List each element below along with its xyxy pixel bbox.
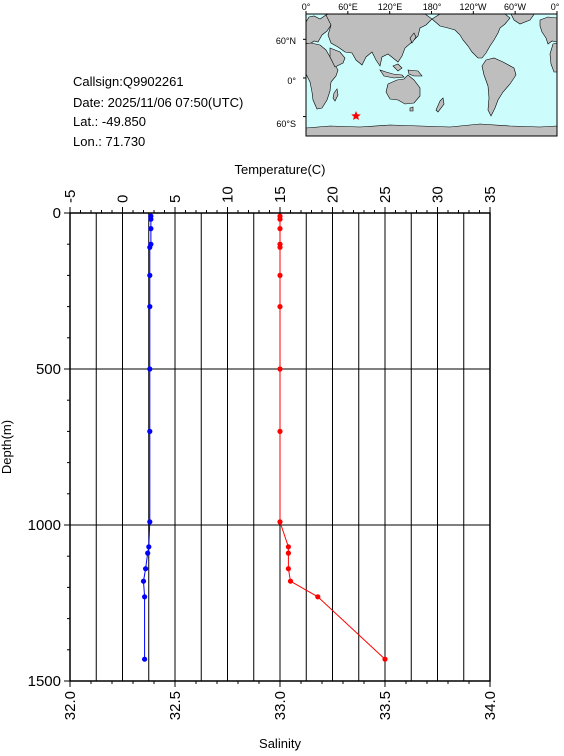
temperature-tick-label: 20 (325, 186, 342, 203)
map-lon-label: 60°W (504, 2, 527, 12)
float-info: Callsign:Q9902261 Date: 2025/11/06 07:50… (73, 74, 243, 149)
plot-frame (69, 212, 491, 682)
salinity-data-point (287, 578, 294, 584)
temperature-data-point (142, 594, 148, 600)
salinity-tick-labels: 32.0 32.5 33.0 33.5 34.0 (62, 691, 499, 720)
map-lon-label: 0° (551, 2, 560, 12)
temperature-data-point (148, 216, 154, 222)
map-lon-label: 0° (302, 2, 311, 12)
salinity-tick-label: 32.5 (167, 691, 184, 720)
salinity-data-point (277, 519, 283, 525)
temperature-data-point (147, 366, 153, 372)
temperature-data-point (140, 578, 147, 584)
temperature-tick-label: 30 (430, 186, 447, 203)
map-lon-label: 180° (423, 2, 442, 12)
temperature-data-point (146, 544, 152, 550)
temperature-tick-label: 15 (272, 186, 289, 203)
map-lat-label: 60°S (276, 119, 296, 129)
map-lon-label: 60°E (338, 2, 358, 12)
lat-text: Lat.: -49.850 (73, 114, 146, 129)
temperature-data-point (148, 226, 154, 232)
date-text: Date: 2025/11/06 07:50(UTC) (73, 95, 243, 110)
temperature-data-point (147, 519, 153, 525)
salinity-data-point (315, 594, 321, 600)
map-lon-label: 120°E (378, 2, 403, 12)
temperature-tick-label: 10 (220, 186, 237, 203)
float-position-star-icon (351, 111, 361, 120)
salinity-data-point (277, 244, 283, 250)
salinity-axis-label: Salinity (259, 736, 301, 751)
chart-ticks (64, 207, 491, 687)
temperature-data-point (147, 428, 153, 434)
depth-tick-label: 500 (36, 361, 61, 378)
temperature-data-point (145, 550, 151, 556)
map-lat-labels: 60°N 0° 60°S (276, 36, 297, 129)
salinity-data-point (277, 226, 283, 232)
salinity-data-point (277, 304, 283, 310)
profile-chart: -5 0 5 10 15 20 25 30 35 Temperature(C) 32.0 32.5… (0, 162, 499, 751)
salinity-data-point (285, 544, 291, 550)
temperature-data-point (142, 656, 148, 662)
temperature-tick-label: 35 (482, 186, 499, 203)
temperature-data-point (147, 272, 153, 278)
salinity-data-point (277, 428, 283, 434)
temperature-tick-label: 5 (167, 195, 184, 203)
salinity-data-point (285, 566, 291, 572)
depth-tick-label: 0 (53, 205, 61, 222)
salinity-tick-label: 33.0 (272, 691, 289, 720)
temperature-tick-labels: -5 0 5 10 15 20 25 30 35 (62, 186, 499, 203)
temperature-profile-line (142, 216, 152, 660)
callsign-text: Callsign:Q9902261 (73, 74, 184, 89)
salinity-data-point (285, 550, 291, 556)
depth-axis-label: Depth(m) (0, 420, 14, 474)
salinity-data-point (277, 366, 283, 372)
salinity-data-point (277, 216, 283, 222)
chart-grid (70, 213, 490, 681)
salinity-profile-line (279, 216, 386, 660)
depth-tick-label: 1500 (28, 673, 61, 690)
map-ticks (303, 11, 558, 118)
map-land (306, 14, 557, 136)
salinity-data-point (277, 272, 283, 278)
depth-tick-label: 1000 (28, 517, 61, 534)
salinity-data-point (382, 656, 388, 662)
map-lon-label: 120°W (459, 2, 487, 12)
temperature-data-point (147, 304, 153, 310)
temperature-tick-label: 25 (377, 186, 394, 203)
location-map: 0° 60°E 120°E 180° 120°W 60°W 0° 60°N 0°… (276, 2, 560, 137)
temperature-tick-label: -5 (62, 190, 79, 203)
salinity-tick-label: 32.0 (62, 691, 79, 720)
map-lat-label: 0° (287, 76, 296, 86)
salinity-tick-label: 34.0 (482, 691, 499, 720)
temperature-tick-label: 0 (115, 195, 132, 203)
temperature-data-point (147, 244, 153, 250)
chart-series (140, 213, 388, 662)
depth-tick-labels: 0 500 1000 1500 (28, 205, 61, 690)
temperature-axis-label: Temperature(C) (234, 162, 325, 177)
temperature-data-point (143, 566, 149, 572)
salinity-tick-label: 33.5 (377, 691, 394, 720)
map-lon-labels: 0° 60°E 120°E 180° 120°W 60°W 0° (302, 2, 560, 12)
map-lat-label: 60°N (276, 36, 296, 46)
lon-text: Lon.: 71.730 (73, 134, 145, 149)
